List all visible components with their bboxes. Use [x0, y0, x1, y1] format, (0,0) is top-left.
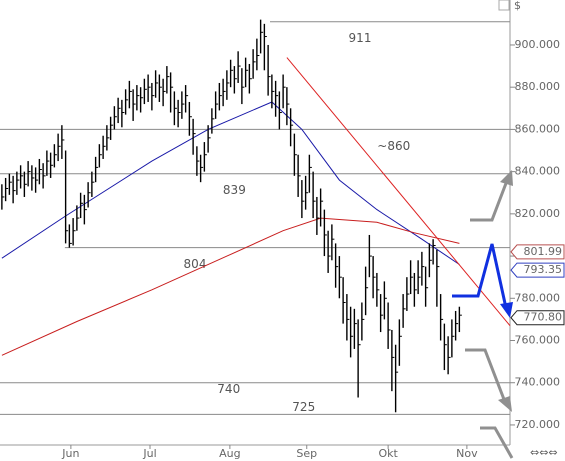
gray-arrow	[470, 177, 510, 222]
level-label: ~860	[377, 139, 410, 153]
trendline	[286, 57, 511, 327]
gray-arrow	[465, 348, 507, 403]
y-tick-label: 860.000	[515, 122, 561, 135]
annotation-arrows	[452, 170, 514, 459]
y-tick-label: 780.000	[515, 291, 561, 304]
price-tag	[510, 262, 565, 278]
price-tag	[510, 244, 565, 260]
level-label: 911	[349, 31, 372, 45]
x-tick-label: Nov	[456, 447, 478, 460]
price-tag-label: 793.35	[524, 263, 563, 276]
x-tick-label: Jun	[61, 447, 79, 460]
x-tick-label: Aug	[219, 447, 240, 460]
y-unit: $	[514, 0, 521, 12]
y-tick-label: 900.000	[515, 38, 561, 51]
level-label: 725	[292, 400, 315, 414]
x-tick-label: Jul	[142, 447, 156, 460]
y-tick-label: 740.000	[515, 376, 561, 389]
scroll-icons[interactable]: ⇔⇔⇔	[530, 446, 558, 459]
panel-icon[interactable]	[498, 0, 510, 11]
price-tag-label: 770.80	[524, 311, 563, 324]
level-label: 839	[223, 183, 246, 197]
arrowhead	[500, 170, 513, 186]
y-tick-label: 820.000	[515, 207, 561, 220]
price-tag-label: 801.99	[524, 245, 563, 258]
y-tick-label: 760.000	[515, 334, 561, 347]
x-tick-label: Sep	[296, 447, 317, 460]
y-tick-label: 720.000	[515, 418, 561, 431]
y-tick-label: 880.000	[515, 80, 561, 93]
level-label: 804	[184, 257, 207, 271]
level-label: 740	[217, 382, 240, 396]
moving-average	[1, 217, 460, 356]
arrowhead	[498, 396, 512, 412]
price-tag	[510, 310, 565, 326]
x-tick-label: Okt	[378, 447, 398, 460]
arrowhead	[500, 302, 513, 318]
gray-arrow	[480, 426, 514, 459]
blue-arrow	[452, 243, 508, 309]
y-tick-label: 840.000	[515, 165, 561, 178]
